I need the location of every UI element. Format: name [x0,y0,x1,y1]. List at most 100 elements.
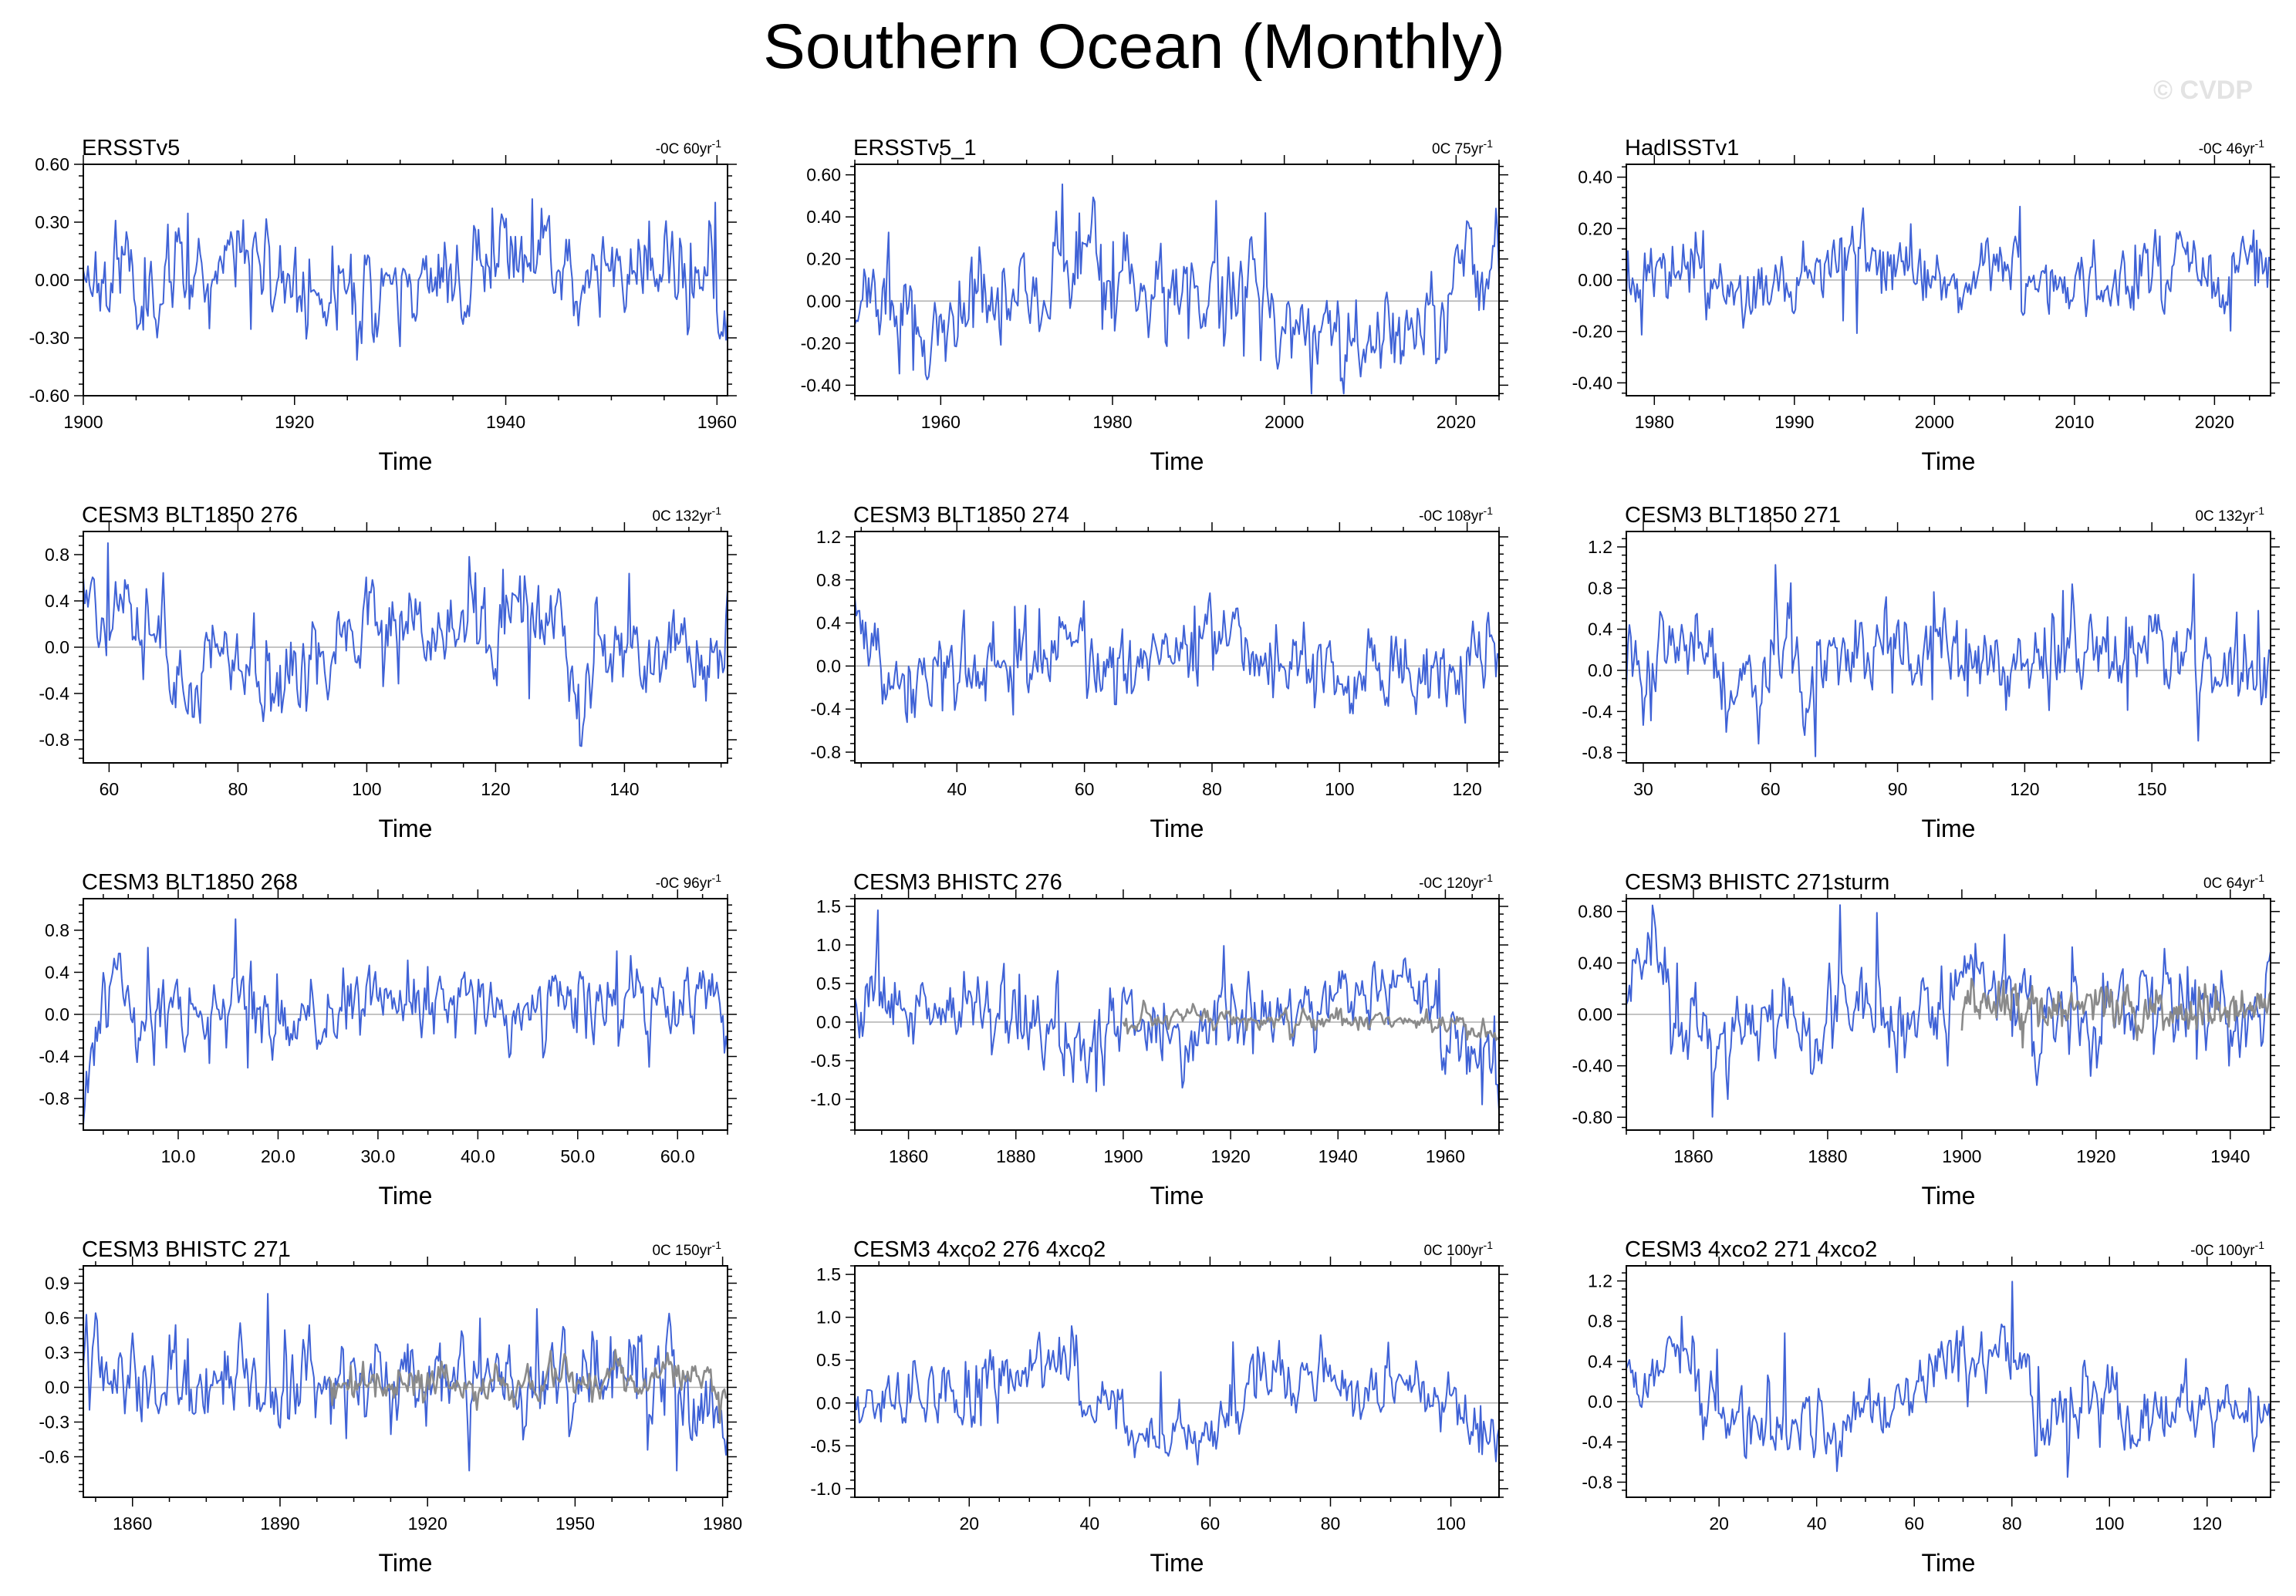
trend-label: -0C 100yr-1 [2190,1239,2264,1259]
panel-title: CESM3 4xco2 276 4xco2 [853,1237,1106,1262]
y-tick-label: 0.0 [45,1378,69,1398]
y-tick-label: -0.40 [1572,1056,1612,1076]
x-tick-label: 1860 [889,1146,928,1166]
x-tick-label: 1980 [703,1513,742,1534]
y-tick-label: 0.4 [1588,619,1612,639]
panel-title: ERSSTv5_1 [853,136,977,160]
x-tick-label: 40 [1807,1513,1827,1534]
x-tick-label: 40 [947,779,967,799]
y-tick-label: -1.0 [810,1089,841,1109]
x-tick-label: 1980 [1092,412,1132,432]
x-tick-label: 1920 [1210,1146,1250,1166]
y-tick-label: -0.30 [29,328,69,348]
trend-label: 0C 132yr-1 [652,504,721,525]
trend-label: -0C 60yr-1 [656,137,722,157]
x-tick-label: 80 [228,779,248,799]
y-tick-label: 0.8 [816,570,841,590]
x-tick-label: 60 [1200,1513,1221,1534]
x-tick-label: 120 [1452,779,1481,799]
panel-title: ERSSTv5 [82,136,180,160]
y-tick-label: 0.60 [806,165,841,185]
model-series-line [855,183,1499,395]
y-tick-label: 1.0 [816,1308,841,1328]
model-series-line [1626,904,2271,1118]
y-tick-label: 1.2 [816,527,841,547]
model-series-line [83,198,728,361]
x-tick-label: 2020 [2195,412,2234,432]
y-tick-label: -0.8 [1582,743,1612,763]
x-tick-label: 1860 [113,1513,152,1534]
x-tick-label: 2000 [1915,412,1954,432]
y-tick-label: 0.00 [35,270,69,290]
y-tick-label: -0.5 [810,1436,841,1456]
x-tick-label: 20 [959,1513,979,1534]
x-axis-label: Time [1150,815,1204,842]
watermark: © CVDP [2153,76,2253,105]
x-tick-label: 40 [1080,1513,1100,1534]
y-tick-label: 0.80 [1578,902,1612,922]
x-tick-label: 1940 [2210,1146,2250,1166]
x-tick-label: 60.0 [660,1146,695,1166]
y-tick-label: 0.8 [1588,578,1612,598]
panel-5: CESM3 BLT1850 274 -0C 108yr-1 40 60 80 100 120… [810,503,1508,842]
y-tick-label: 0.00 [1578,270,1612,290]
x-axis-label: Time [1922,447,1976,475]
panel-8: CESM3 BHISTC 276 -0C 120yr-1 1860 1880 1900 1… [810,870,1508,1210]
x-tick-label: 60 [1761,779,1781,799]
trend-label: 0C 150yr-1 [652,1239,721,1259]
y-tick-label: -0.40 [801,375,841,395]
y-tick-label: 0.0 [1588,1392,1612,1412]
model-series-line [83,542,728,747]
y-tick-label: 0.0 [816,1393,841,1413]
x-tick-label: 150 [2137,779,2166,799]
model-series-line [855,592,1499,724]
y-tick-label: -0.40 [1572,373,1612,393]
x-tick-label: 40.0 [461,1146,495,1166]
panel-1: ERSSTv5 -0C 60yr-1 1900 1920 1940 1960 -0.60 -0… [29,136,737,475]
x-tick-label: 100 [1325,779,1354,799]
observed-series-line [1960,977,2271,1049]
y-tick-label: 0.0 [816,1012,841,1032]
x-tick-label: 120 [2193,1513,2222,1534]
x-tick-label: 1900 [1942,1146,1981,1166]
y-tick-label: -0.8 [39,1088,69,1108]
x-axis-label: Time [1922,1549,1976,1577]
x-tick-label: 90 [1888,779,1908,799]
x-tick-label: 1880 [1808,1146,1847,1166]
panel-12: CESM3 4xco2 271 4xco2 -0C 100yr-1 20 40 60 80… [1582,1237,2280,1577]
y-tick-label: 0.9 [45,1274,69,1294]
x-tick-label: 50.0 [560,1146,595,1166]
model-series-line [1626,1281,2271,1478]
model-series-line [1626,564,2271,758]
x-tick-label: 1900 [63,412,103,432]
y-tick-label: 0.20 [806,249,841,269]
x-tick-label: 1940 [1319,1146,1358,1166]
x-tick-label: 20 [1709,1513,1729,1534]
x-tick-label: 1960 [697,412,737,432]
x-tick-label: 120 [2010,779,2039,799]
y-tick-label: -0.5 [810,1051,841,1071]
panel-11: CESM3 4xco2 276 4xco2 0C 100yr-1 20 40 60 80 1… [810,1237,1508,1577]
plot-frame [854,531,1500,764]
model-series-line [855,1325,1499,1466]
x-tick-label: 1900 [1103,1146,1143,1166]
x-tick-label: 1950 [555,1513,595,1534]
x-tick-label: 60 [1904,1513,1924,1534]
x-tick-label: 1920 [275,412,314,432]
trend-label: 0C 75yr-1 [1432,137,1493,157]
y-tick-label: 0.20 [1578,218,1612,238]
y-tick-label: 1.2 [1588,537,1612,557]
x-tick-label: 2010 [2055,412,2094,432]
y-tick-label: -0.4 [1582,701,1612,721]
panel-3: HadISSTv1 -0C 46yr-1 1980 1990 2000 2010 2020 -… [1572,136,2280,475]
y-tick-label: -0.4 [1582,1432,1612,1452]
panel-title: CESM3 BHISTC 276 [853,870,1062,895]
trend-label: -0C 46yr-1 [2199,137,2265,157]
x-tick-label: 80 [1321,1513,1341,1534]
x-axis-label: Time [1150,1182,1204,1210]
panel-title: CESM3 4xco2 271 4xco2 [1625,1237,1877,1262]
plot-frame [854,1265,1500,1498]
x-axis-label: Time [1922,815,1976,842]
y-tick-label: 0.4 [816,613,841,633]
